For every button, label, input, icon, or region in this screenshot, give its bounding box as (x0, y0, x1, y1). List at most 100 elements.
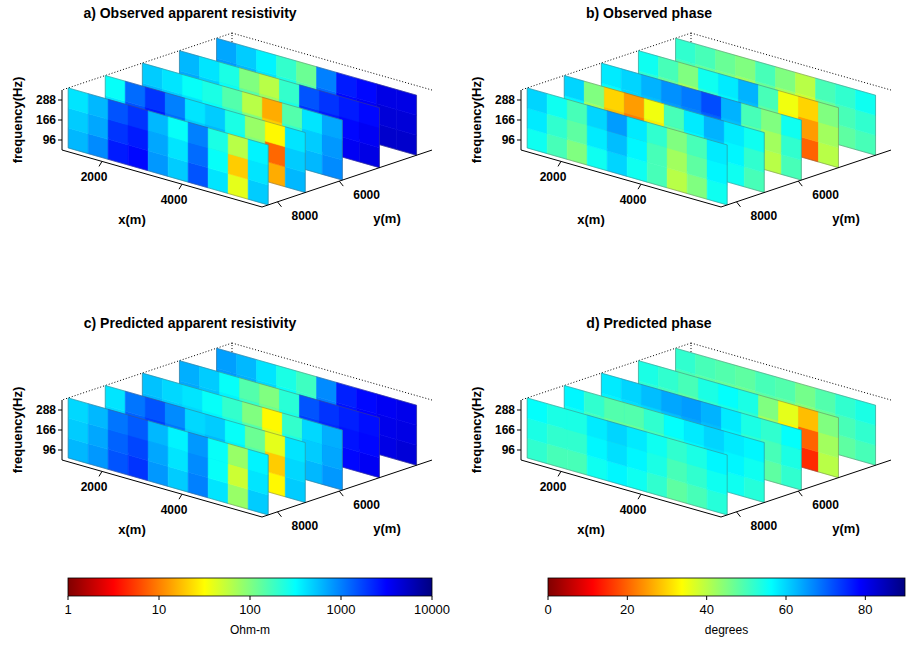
colorbar-tick (432, 596, 433, 600)
slice-outline (105, 386, 305, 503)
cell (607, 111, 627, 137)
slice (527, 88, 727, 205)
cell (687, 134, 707, 160)
cell (199, 56, 219, 82)
y-tick (736, 512, 740, 517)
z-tick-label: 96 (502, 133, 516, 147)
cell (222, 86, 242, 112)
cell (644, 98, 664, 124)
cell (217, 38, 237, 64)
panel: d) Predicted phase20004000x(m)60008000y(… (469, 315, 905, 637)
slice (527, 398, 727, 515)
cell (776, 67, 796, 93)
slice-outline (68, 88, 268, 205)
colorbar-tick-label: 20 (620, 602, 634, 617)
cell (856, 400, 876, 426)
cell (205, 414, 225, 440)
cell (339, 96, 359, 122)
y-axis-title: y(m) (832, 211, 859, 226)
cell (297, 61, 317, 87)
cell (179, 361, 199, 387)
cell (778, 401, 798, 427)
cell (297, 371, 317, 397)
cell (604, 397, 624, 423)
slice-outline (564, 386, 764, 503)
cell (202, 390, 222, 416)
x-tick-label: 4000 (620, 503, 647, 517)
cell (105, 76, 125, 102)
cell (721, 407, 741, 433)
slice-outline (527, 88, 727, 205)
z-tick-label: 96 (43, 133, 57, 147)
colorbar-tick (159, 596, 160, 600)
cell (707, 139, 727, 165)
y-tick (339, 491, 343, 496)
cell (245, 425, 265, 451)
cell (547, 94, 567, 120)
x-tick-label: 2000 (81, 480, 108, 494)
x-axis-title: x(m) (118, 212, 145, 227)
cell (165, 93, 185, 119)
cell (185, 98, 205, 124)
cell (698, 378, 718, 404)
cell (647, 432, 667, 458)
z-tick (58, 450, 62, 451)
cell (317, 377, 337, 403)
cell (237, 44, 257, 70)
cell (185, 408, 205, 434)
slice-outline (564, 76, 764, 193)
y-axis-title: y(m) (832, 521, 859, 536)
z-tick-label: 166 (36, 113, 56, 127)
cell (105, 386, 125, 412)
cell (701, 92, 721, 118)
cell (684, 110, 704, 136)
cell (527, 88, 547, 114)
cell (377, 394, 397, 420)
cell (756, 61, 776, 87)
colorbar-tick (865, 596, 866, 600)
z-tick (58, 410, 62, 411)
cell (162, 69, 182, 95)
cell (678, 372, 698, 398)
cell (188, 432, 208, 458)
colorbar-tick (706, 596, 707, 600)
x-tick (99, 471, 102, 476)
z-tick-label: 166 (495, 113, 515, 127)
cell (704, 425, 724, 451)
cell (128, 105, 148, 131)
cell (676, 38, 696, 64)
cell (664, 414, 684, 440)
cell (621, 379, 641, 405)
cell (208, 128, 228, 154)
cell (567, 99, 587, 125)
cell (836, 394, 856, 420)
z-tick-label: 166 (36, 423, 56, 437)
cell (638, 361, 658, 387)
x-axis-title: x(m) (577, 522, 604, 537)
x-axis-title: x(m) (118, 522, 145, 537)
cell (285, 127, 305, 153)
cell (142, 373, 162, 399)
cell (738, 389, 758, 415)
cell (279, 389, 299, 415)
cell (397, 400, 417, 426)
panel-title: d) Predicted phase (586, 315, 711, 331)
colorbar-tick (341, 596, 342, 600)
cell (607, 421, 627, 447)
y-tick-label: 6000 (353, 188, 380, 202)
cell (604, 87, 624, 113)
x-tick (638, 184, 641, 189)
z-axis-title: frequency(Hz) (10, 387, 25, 474)
cell (738, 79, 758, 105)
cell (567, 409, 587, 435)
axis-line (62, 150, 262, 207)
cell (667, 438, 687, 464)
y-tick-label: 6000 (812, 498, 839, 512)
panel-title: c) Predicted apparent resistivity (84, 315, 297, 331)
cell (108, 99, 128, 125)
cell (587, 415, 607, 441)
cell (684, 420, 704, 446)
cell (718, 73, 738, 99)
colorbar-tick-label: 1000 (327, 602, 356, 617)
colorbar-tick-label: 60 (779, 602, 793, 617)
